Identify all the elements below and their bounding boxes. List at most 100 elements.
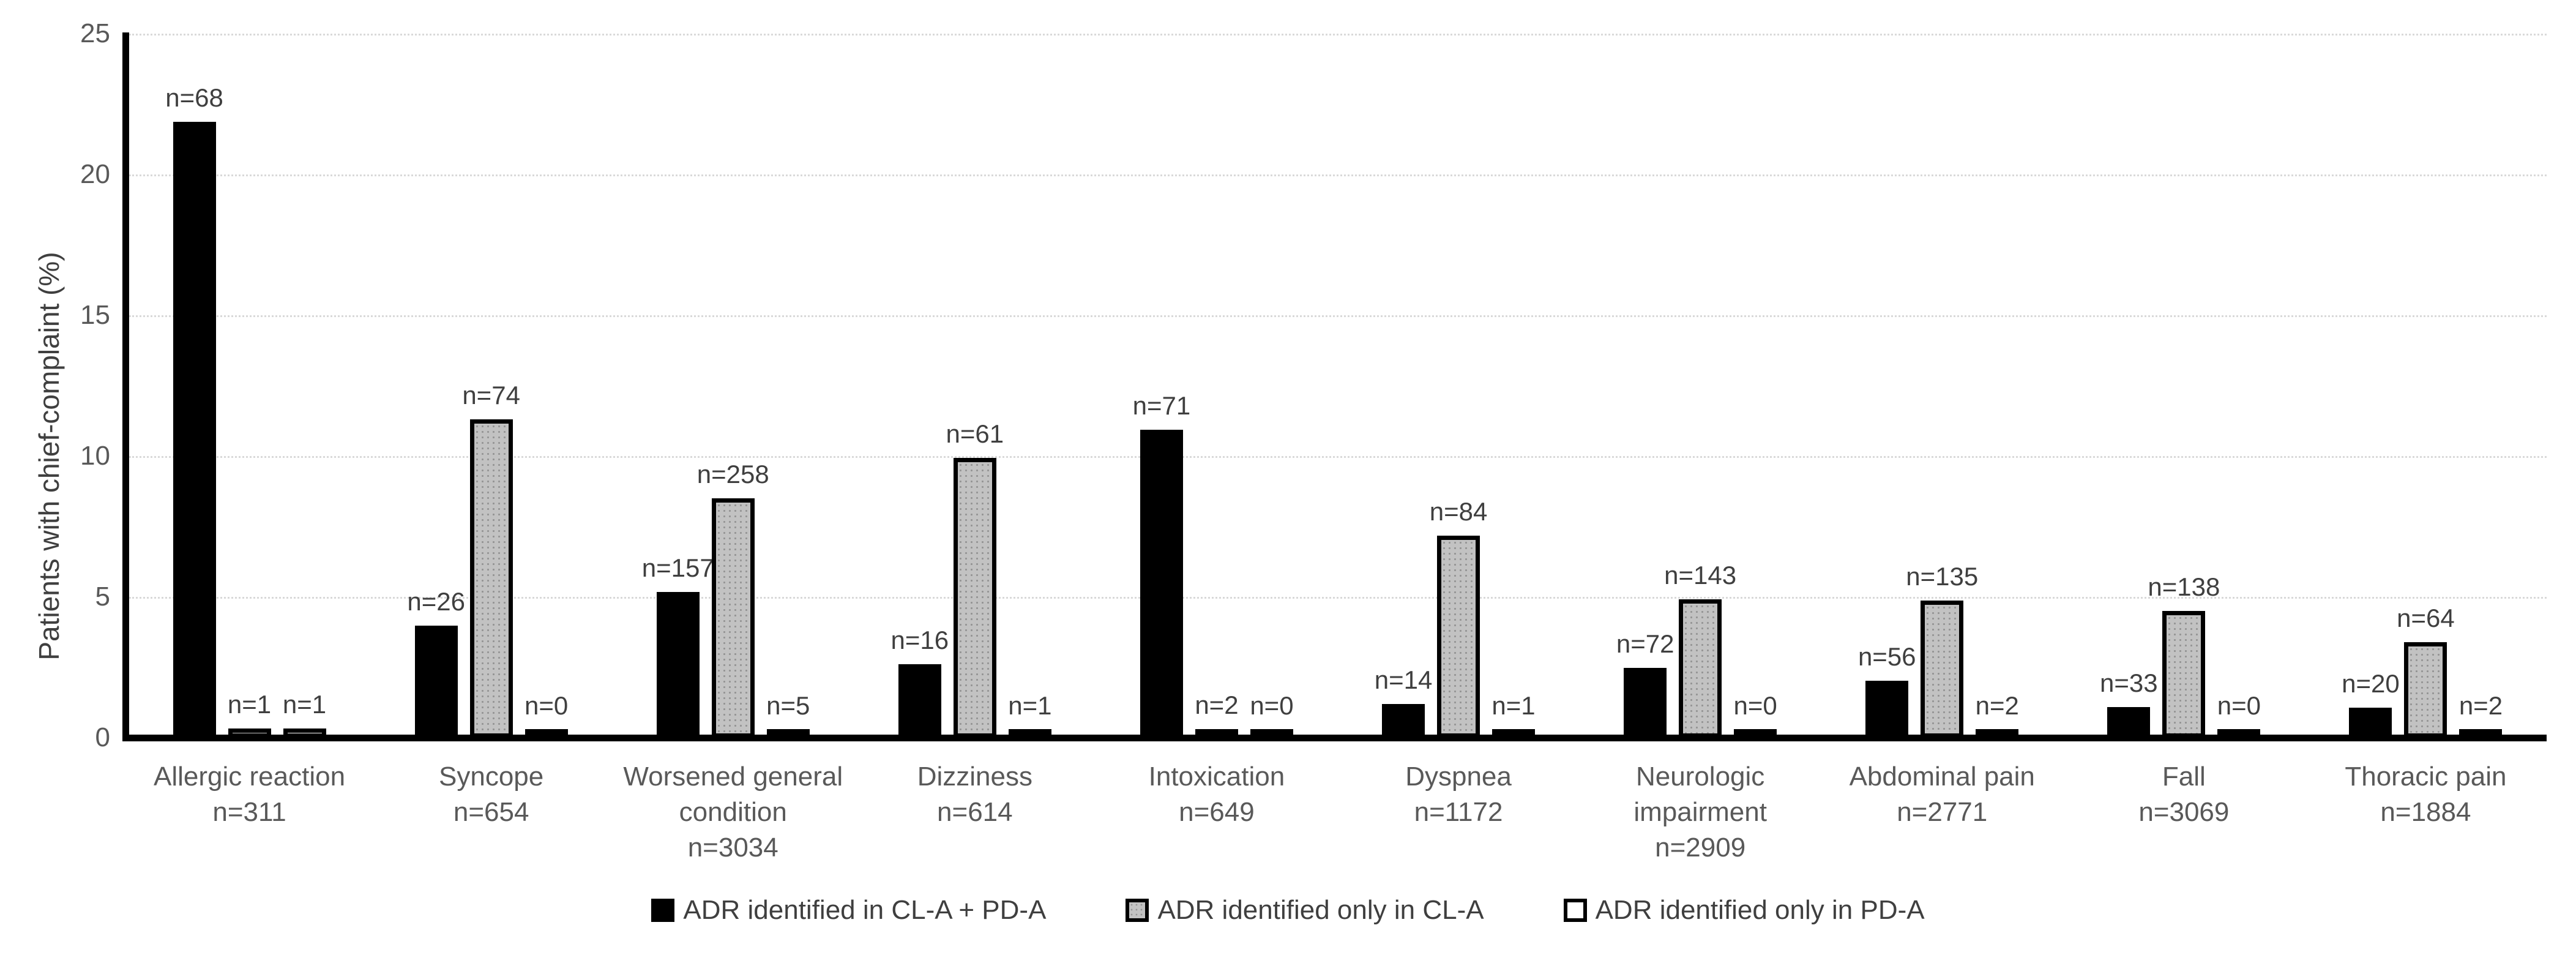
category-label-8: Fall n=3069 — [2063, 759, 2305, 830]
category-n-count: n=614 — [937, 797, 1013, 827]
category-label-3: Dizziness n=614 — [854, 759, 1096, 830]
bar-value-label: n=61 — [946, 419, 1004, 449]
bar-0-cat-6 — [1624, 667, 1667, 738]
bar-value-label: n=135 — [1906, 561, 1979, 591]
y-tick-label-25: 25 — [80, 18, 110, 48]
grid-line-5 — [129, 597, 2547, 599]
category-n-count: n=3034 — [687, 833, 778, 863]
bar-value-label: n=0 — [2217, 691, 2261, 720]
category-name: Syncope — [439, 762, 544, 792]
category-group-1: n=26 n=74 n=0 — [370, 34, 612, 738]
bar-value-label: n=0 — [1733, 691, 1777, 720]
category-n-count: n=2771 — [1897, 797, 1988, 827]
category-group-3: n=16 n=61 n=1 — [854, 34, 1096, 738]
bar-value-label: n=138 — [2148, 572, 2220, 601]
bar-0-cat-1 — [414, 625, 458, 738]
legend-label: ADR identified only in PD-A — [1595, 895, 1925, 925]
bar-value-label: n=74 — [462, 380, 520, 410]
bar-value-label: n=33 — [2100, 668, 2158, 698]
category-label-9: Thoracic pain n=1884 — [2305, 759, 2547, 830]
bar-value-label: n=0 — [525, 691, 569, 720]
bar-0-cat-8 — [2107, 707, 2151, 738]
bar-value-label: n=2 — [1975, 691, 2019, 720]
bar-value-label: n=56 — [1857, 642, 1916, 672]
category-group-5: n=14 n=84 n=1 — [1338, 34, 1580, 738]
category-name: Dizziness — [917, 762, 1032, 792]
legend-item-1: ADR identified only in CL-A — [1126, 895, 1484, 926]
bar-0-cat-7 — [1865, 681, 1909, 738]
bar-0-cat-2 — [656, 592, 700, 738]
bar-0-cat-9 — [2349, 708, 2392, 738]
category-n-count: n=649 — [1179, 797, 1255, 827]
category-label-5: Dyspnea n=1172 — [1338, 759, 1580, 830]
category-label-1: Syncope n=654 — [370, 759, 612, 830]
legend-swatch-icon — [651, 899, 675, 922]
category-n-count: n=1172 — [1414, 797, 1503, 827]
category-label-7: Abdominal pain n=2771 — [1821, 759, 2063, 830]
bar-value-label: n=0 — [1250, 691, 1294, 720]
bar-0-cat-0 — [173, 122, 216, 738]
bar-0-cat-3 — [898, 664, 941, 738]
legend-swatch-icon — [1126, 899, 1149, 922]
legend-label: ADR identified in CL-A + PD-A — [683, 895, 1047, 925]
y-axis-line — [122, 32, 129, 738]
bar-value-label: n=1 — [1008, 691, 1052, 720]
bar-value-label: n=5 — [766, 691, 810, 720]
bar-value-label: n=71 — [1132, 391, 1191, 420]
y-tick-label-20: 20 — [80, 159, 110, 189]
category-label-6: Neurologic impairment n=2909 — [1580, 759, 1821, 866]
bar-1-cat-5 — [1437, 536, 1480, 738]
grid-line-20 — [129, 174, 2547, 176]
category-label-2: Worsened general condition n=3034 — [612, 759, 854, 866]
category-group-0: n=68 n=1 n=1 — [129, 34, 370, 738]
y-tick-label-5: 5 — [95, 582, 110, 612]
category-group-4: n=71 n=2 n=0 — [1096, 34, 1337, 738]
bar-value-label: n=2 — [2458, 691, 2503, 720]
bar-value-label: n=84 — [1429, 497, 1488, 526]
grid-line-10 — [129, 456, 2547, 458]
bar-1-cat-3 — [953, 458, 996, 738]
bar-1-cat-2 — [711, 498, 755, 738]
bar-0-cat-4 — [1140, 429, 1183, 738]
bar-1-cat-8 — [2162, 611, 2206, 738]
y-tick-label-15: 15 — [80, 300, 110, 330]
category-name: Fall — [2162, 762, 2206, 792]
bar-value-label: n=14 — [1374, 665, 1433, 695]
category-name: Thoracic pain — [2345, 762, 2507, 792]
bar-value-label: n=157 — [641, 553, 714, 583]
category-group-7: n=56 n=135 n=2 — [1821, 34, 2063, 738]
y-tick-label-0: 0 — [95, 722, 110, 752]
bar-value-label: n=20 — [2342, 669, 2400, 698]
category-label-4: Intoxication n=649 — [1096, 759, 1337, 830]
category-name: Neurologic impairment — [1633, 762, 1767, 827]
bar-value-label: n=2 — [1195, 690, 1239, 719]
y-tick-label-10: 10 — [80, 441, 110, 471]
legend-item-0: ADR identified in CL-A + PD-A — [651, 895, 1046, 926]
bar-value-label: n=64 — [2397, 603, 2455, 632]
legend-label: ADR identified only in CL-A — [1157, 895, 1484, 925]
category-group-8: n=33 n=138 n=0 — [2063, 34, 2305, 738]
legend-item-2: ADR identified only in PD-A — [1563, 895, 1925, 926]
bar-value-label: n=16 — [890, 625, 949, 654]
grid-line-25 — [129, 34, 2547, 36]
category-group-6: n=72 n=143 n=0 — [1580, 34, 1821, 738]
x-axis-line — [122, 735, 2547, 741]
bar-1-cat-9 — [2404, 642, 2447, 738]
category-n-count: n=2909 — [1655, 833, 1746, 863]
bar-value-label: n=258 — [696, 460, 769, 489]
bar-value-label: n=68 — [165, 83, 223, 113]
category-n-count: n=3069 — [2138, 797, 2230, 827]
category-name: Dyspnea — [1405, 762, 1512, 792]
category-name: Worsened general condition — [623, 762, 843, 827]
bar-value-label: n=72 — [1616, 629, 1674, 658]
grid-line-15 — [129, 315, 2547, 317]
category-name: Allergic reaction — [154, 762, 346, 792]
category-name: Abdominal pain — [1849, 762, 2035, 792]
bar-value-label: n=26 — [407, 586, 465, 616]
bar-0-cat-5 — [1382, 704, 1425, 738]
bar-1-cat-1 — [469, 419, 513, 738]
category-group-9: n=20 n=64 n=2 — [2305, 34, 2547, 738]
bar-value-label: n=1 — [282, 690, 327, 719]
legend-swatch-icon — [1563, 899, 1587, 922]
legend: ADR identified in CL-A + PD-A ADR identif… — [0, 895, 2576, 926]
